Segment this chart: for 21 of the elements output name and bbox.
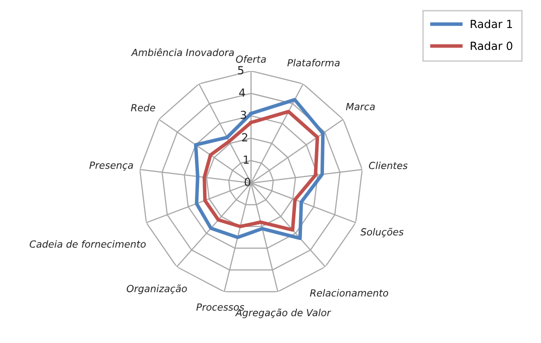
spoke-label: Rede bbox=[130, 104, 156, 112]
legend-label: Radar 1 bbox=[470, 20, 512, 28]
spoke-label: Cadeia de fornecimento bbox=[30, 240, 146, 248]
y-tick-label: 0 bbox=[244, 178, 250, 186]
spoke-label: Ambiência Inovadora bbox=[130, 48, 234, 56]
y-tick-label: 4 bbox=[239, 88, 246, 97]
y-tick-label: 3 bbox=[240, 110, 246, 120]
spoke-label: Processos bbox=[196, 304, 244, 311]
spoke-label: Relacionamento bbox=[310, 289, 388, 297]
spoke-label: Oferta bbox=[236, 55, 266, 63]
spoke-label: Marca bbox=[346, 102, 375, 110]
legend-label: Radar 0 bbox=[470, 41, 512, 50]
spoke-label: Clientes bbox=[368, 162, 408, 170]
spoke-label: Soluções bbox=[360, 228, 404, 238]
y-tick-label: 1 bbox=[244, 156, 249, 164]
y-tick-label: 2 bbox=[242, 133, 248, 142]
spoke-label: Plataforma bbox=[287, 58, 340, 66]
spoke-label: Agregação de Valor bbox=[235, 308, 332, 318]
spoke-label: Organização bbox=[126, 284, 187, 294]
spoke-label: Presença bbox=[89, 162, 133, 171]
y-tick-label: 5 bbox=[238, 66, 244, 74]
